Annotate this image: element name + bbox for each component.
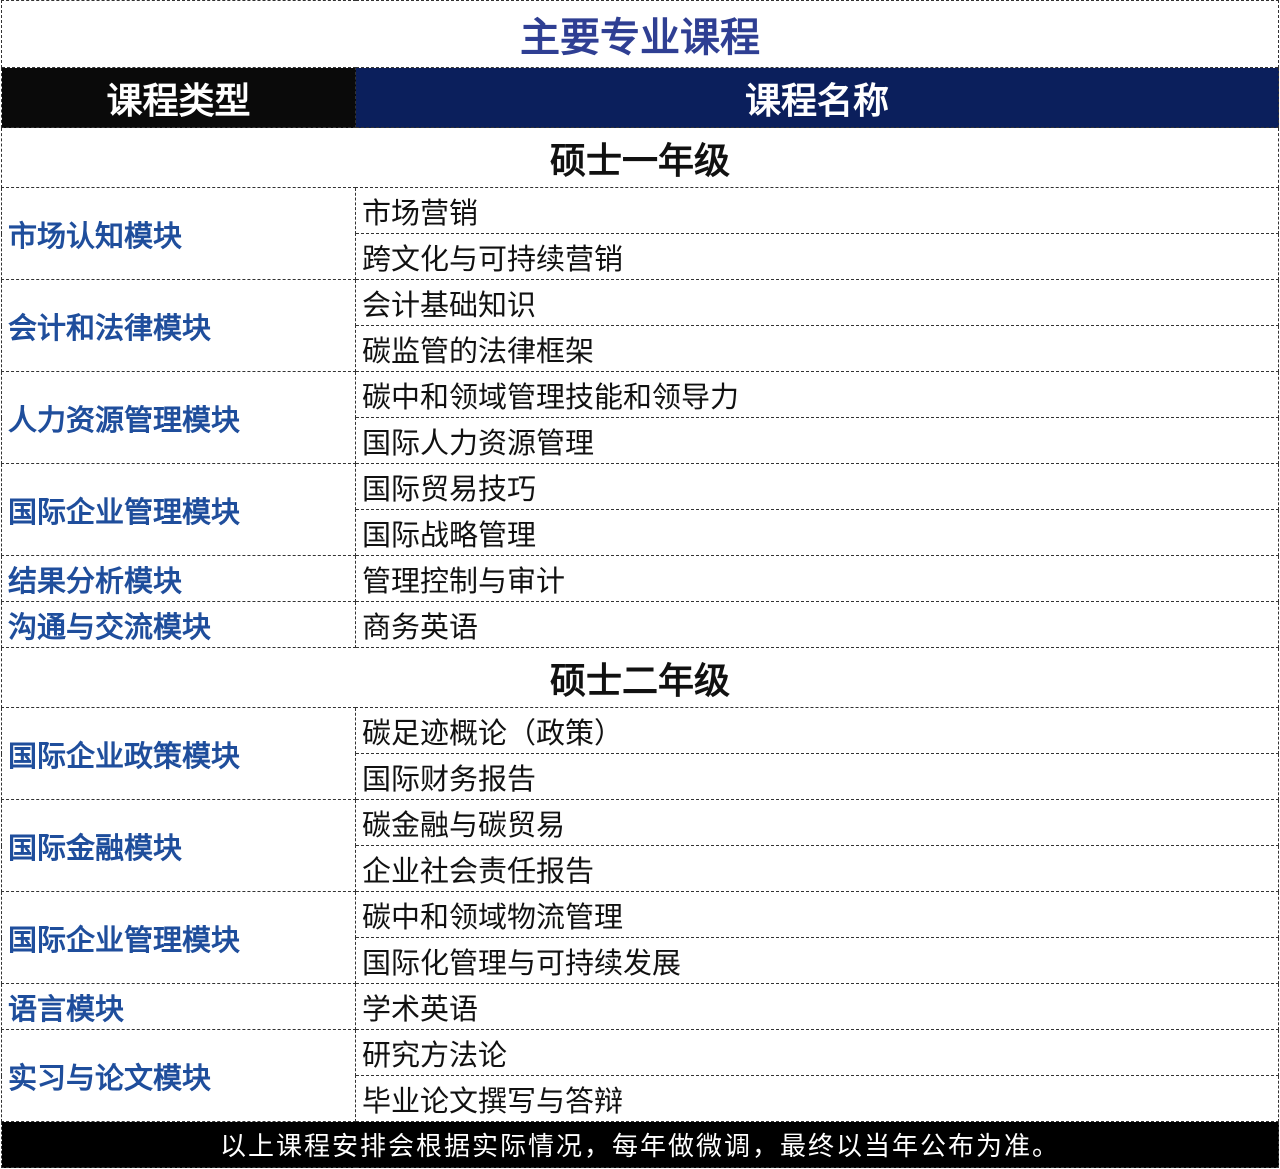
- course-name: 国际财务报告: [355, 753, 1279, 800]
- module-name: 结果分析模块: [1, 555, 356, 602]
- table-row: 结果分析模块 管理控制与审计: [1, 555, 1279, 602]
- module-name: 国际企业管理模块: [1, 891, 356, 984]
- module-name: 沟通与交流模块: [1, 601, 356, 648]
- table-row: 语言模块 学术英语: [1, 983, 1279, 1030]
- course-name: 碳金融与碳贸易: [355, 799, 1279, 846]
- module-name: 实习与论文模块: [1, 1029, 356, 1122]
- course-name: 国际化管理与可持续发展: [355, 937, 1279, 984]
- table-row: 国际人力资源管理: [2, 417, 1279, 464]
- table-row: 国际企业管理模块 碳中和领域物流管理: [1, 891, 1279, 984]
- course-name: 碳中和领域管理技能和领导力: [355, 371, 1279, 418]
- year-heading: 硕士一年级: [1, 127, 1279, 188]
- table-row: 沟通与交流模块 商务英语: [1, 601, 1279, 648]
- page-title: 主要专业课程: [1, 0, 1279, 68]
- module-name: 会计和法律模块: [1, 279, 356, 372]
- table-row: 国际企业政策模块 碳足迹概论（政策）: [1, 707, 1279, 800]
- table-row: 国际金融模块 碳金融与碳贸易: [1, 799, 1279, 892]
- module-name: 国际金融模块: [1, 799, 356, 892]
- module-name: 国际企业政策模块: [1, 707, 356, 800]
- course-name: 毕业论文撰写与答辩: [355, 1075, 1279, 1122]
- course-name: 企业社会责任报告: [355, 845, 1279, 892]
- table-row: 碳监管的法律框架: [2, 325, 1279, 372]
- module-name: 市场认知模块: [1, 187, 356, 280]
- table-row: 跨文化与可持续营销: [2, 233, 1279, 280]
- course-name: 研究方法论: [355, 1029, 1279, 1076]
- course-name: 管理控制与审计: [355, 555, 1279, 602]
- course-name: 商务英语: [355, 601, 1279, 648]
- module-name: 国际企业管理模块: [1, 463, 356, 556]
- year-heading: 硕士二年级: [1, 647, 1279, 708]
- course-name: 国际人力资源管理: [355, 417, 1279, 464]
- module-name: 人力资源管理模块: [1, 371, 356, 464]
- course-name: 市场营销: [355, 187, 1279, 234]
- course-name: 国际战略管理: [355, 509, 1279, 556]
- table-row: 国际企业管理模块 国际贸易技巧: [1, 463, 1279, 556]
- course-name: 会计基础知识: [355, 279, 1279, 326]
- course-name: 碳监管的法律框架: [355, 325, 1279, 372]
- course-name: 国际贸易技巧: [355, 463, 1279, 510]
- header-course-name: 课程名称: [355, 67, 1279, 128]
- header-course-type: 课程类型: [1, 67, 356, 128]
- course-name: 学术英语: [355, 983, 1279, 1030]
- course-name: 碳中和领域物流管理: [355, 891, 1279, 938]
- footer-note: 以上课程安排会根据实际情况，每年做微调，最终以当年公布为准。: [1, 1121, 1279, 1168]
- table-row: 实习与论文模块 研究方法论: [1, 1029, 1279, 1122]
- table-row: 会计和法律模块 会计基础知识: [1, 279, 1279, 372]
- course-name: 碳足迹概论（政策）: [355, 707, 1279, 754]
- table-row: 市场认知模块 市场营销: [1, 187, 1279, 280]
- table-row: 人力资源管理模块 碳中和领域管理技能和领导力: [1, 371, 1279, 464]
- module-name: 语言模块: [1, 983, 356, 1030]
- table-row: 企业社会责任报告: [2, 845, 1279, 892]
- course-name: 跨文化与可持续营销: [355, 233, 1279, 280]
